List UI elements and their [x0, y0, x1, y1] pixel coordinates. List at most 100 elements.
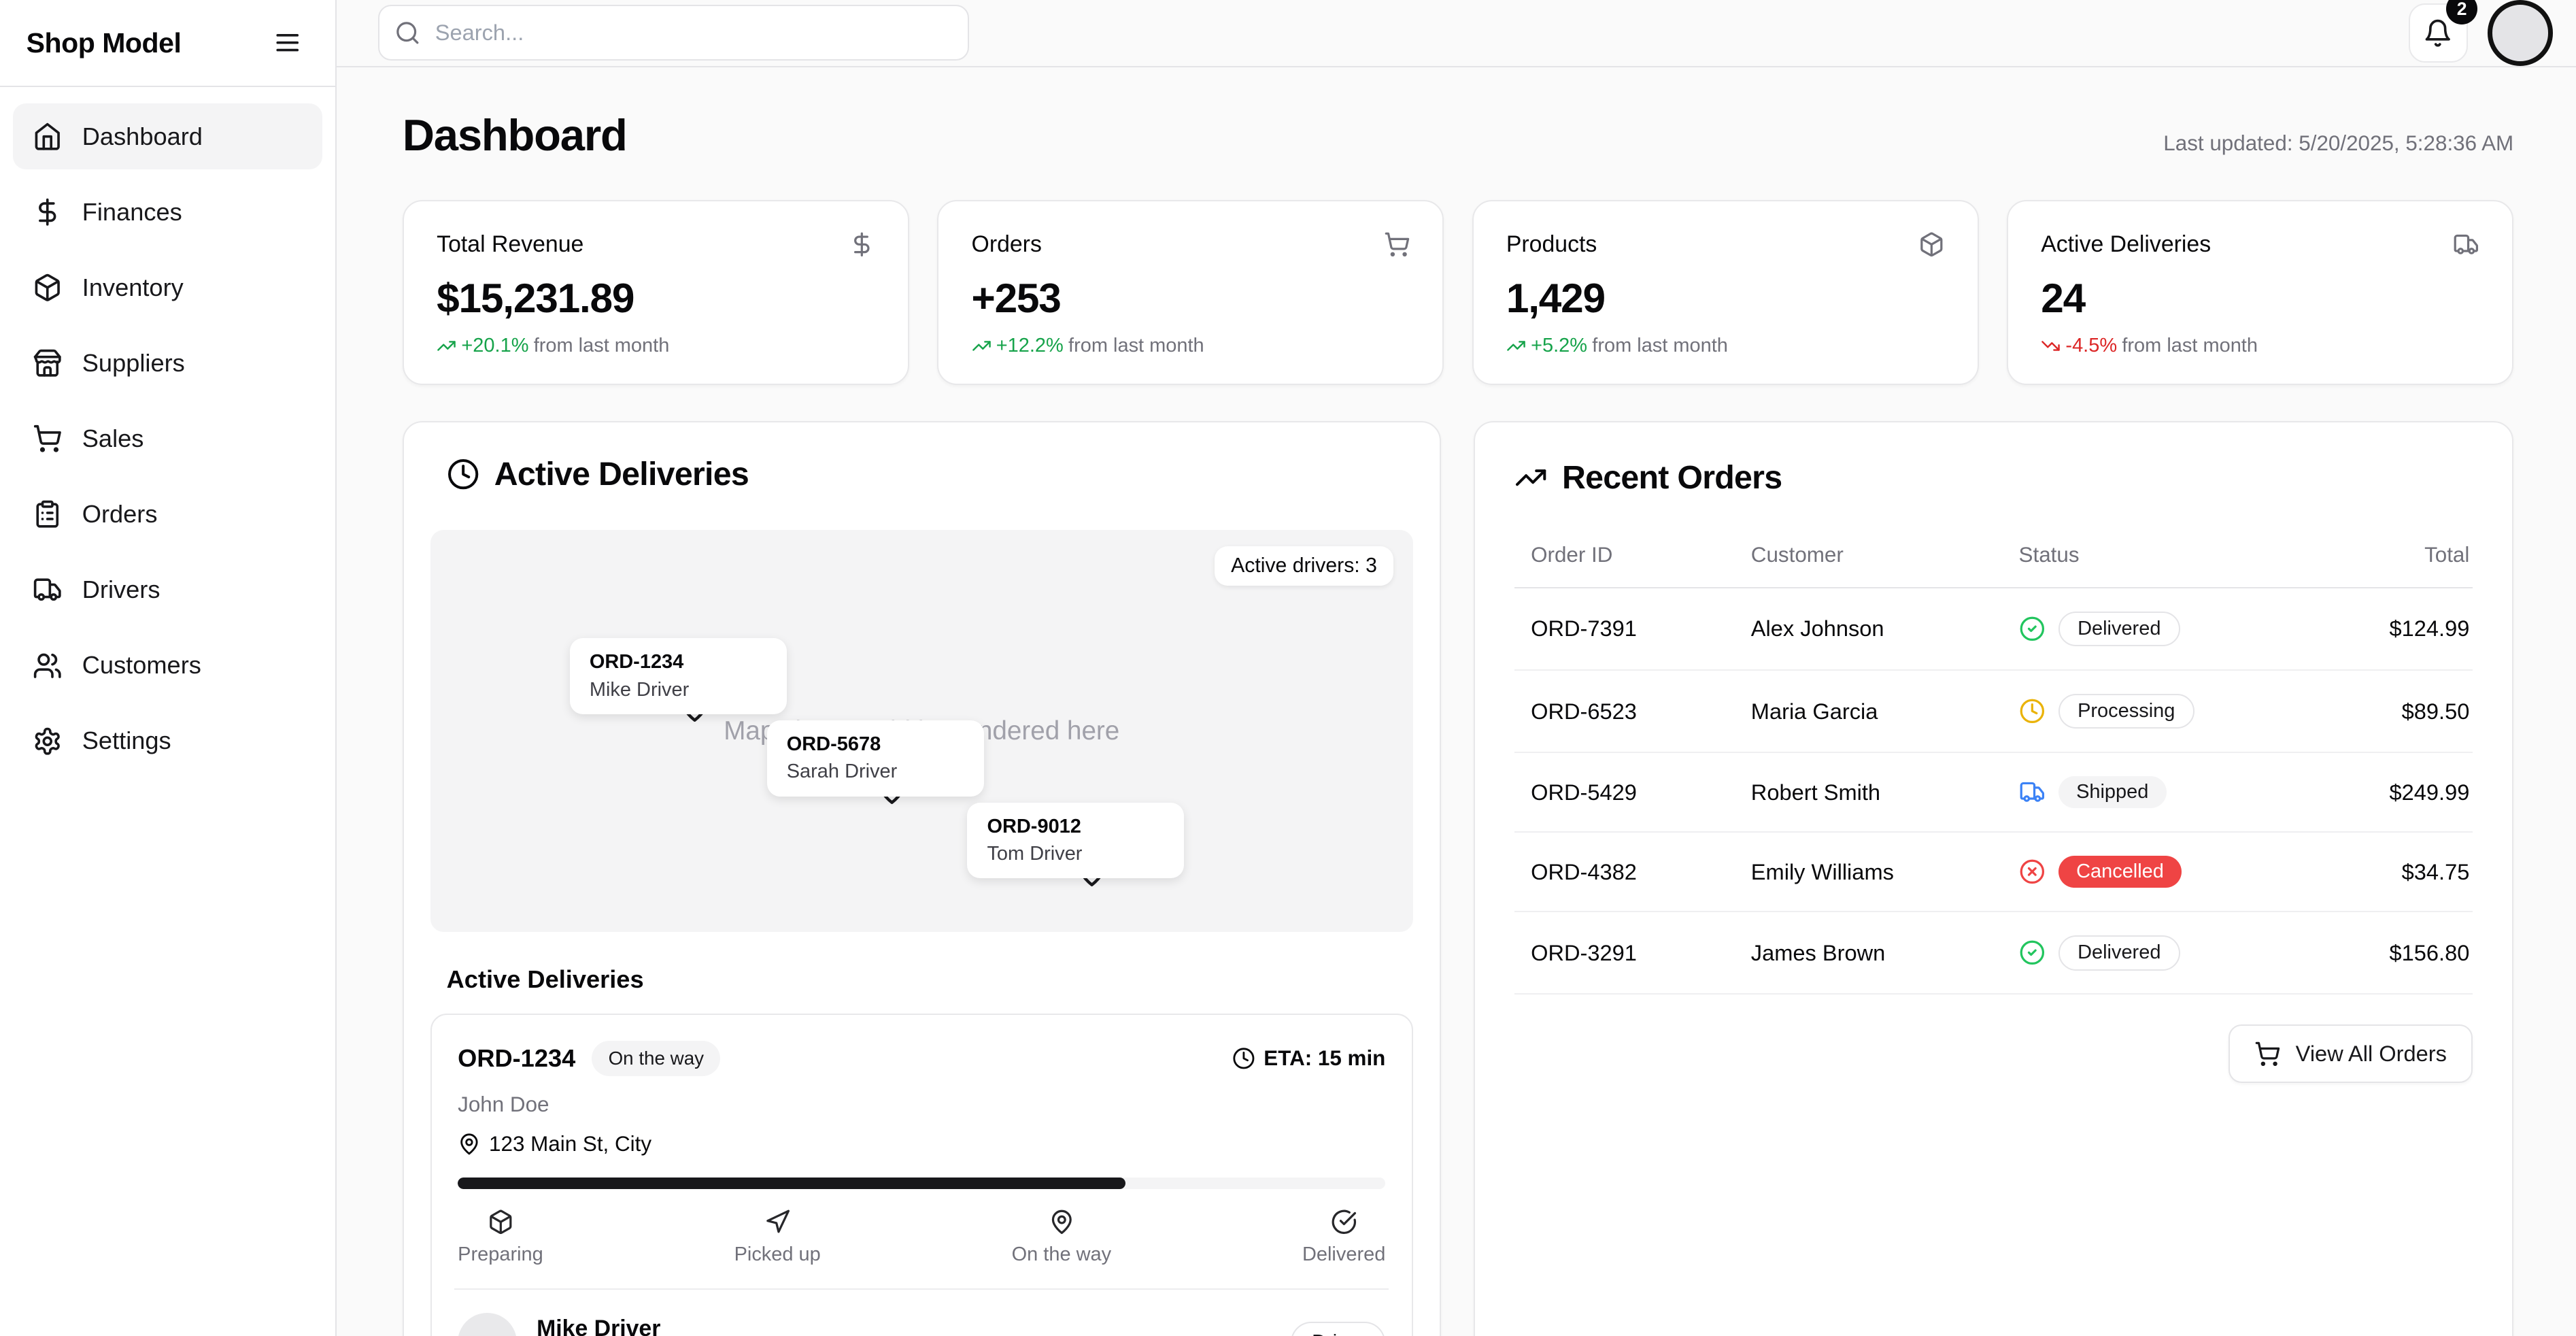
stat-change-suffix: from last month	[2122, 335, 2258, 357]
stat-card-products: Products 1,429 +5.2% from last month	[1472, 200, 1979, 385]
order-total: $34.75	[2401, 858, 2470, 884]
sidebar-item-label: Sales	[82, 424, 144, 452]
cart-icon	[1384, 231, 1410, 258]
sidebar-item-dashboard[interactable]: Dashboard	[13, 103, 322, 169]
order-row[interactable]: ORD-3291 James Brown Delivered $156.80	[1514, 912, 2473, 995]
sidebar-item-drivers[interactable]: Drivers	[13, 557, 322, 623]
marker-driver-name: Mike Driver	[589, 678, 690, 701]
sidebar-item-label: Suppliers	[82, 348, 185, 377]
order-row[interactable]: ORD-6523 Maria Garcia Processing $89.50	[1514, 671, 2473, 754]
sidebar-item-label: Customers	[82, 651, 201, 680]
sidebar-item-label: Inventory	[82, 273, 184, 301]
orders-table: Order ID Customer Status Total ORD-7391 …	[1514, 530, 2473, 995]
order-status-badge: Delivered	[2058, 611, 2180, 647]
sidebar-item-sales[interactable]: Sales	[13, 406, 322, 472]
stat-change: +5.2%	[1531, 335, 1588, 357]
sidebar-item-suppliers[interactable]: Suppliers	[13, 331, 322, 397]
app-brand: Shop Model	[26, 27, 182, 59]
step-delivered: Delivered	[1302, 1209, 1385, 1266]
sidebar-item-customers[interactable]: Customers	[13, 633, 322, 699]
delivery-map[interactable]: Map view would be rendered here Active d…	[430, 529, 1413, 933]
check-circle-icon	[1331, 1209, 1357, 1235]
recent-orders-panel: Recent Orders Order ID Customer Status T…	[1473, 421, 2514, 1336]
stat-cards-row: Total Revenue $15,231.89 +20.1% from las…	[402, 200, 2514, 385]
order-total: $249.99	[2389, 779, 2470, 805]
order-status-badge: Delivered	[2058, 935, 2180, 971]
sidebar-item-settings[interactable]: Settings	[13, 708, 322, 774]
order-total: $89.50	[2401, 698, 2470, 724]
order-row[interactable]: ORD-7391 Alex Johnson Delivered $124.99	[1514, 588, 2473, 671]
trending-down-icon	[2041, 336, 2061, 356]
order-total: $124.99	[2389, 616, 2470, 641]
sidebar: Shop Model Dashboard Finances Inventory	[0, 0, 337, 1336]
order-customer: Maria Garcia	[1750, 698, 1878, 724]
sidebar-header: Shop Model	[0, 0, 336, 88]
sidebar-item-finances[interactable]: Finances	[13, 179, 322, 245]
trending-up-icon	[972, 336, 992, 356]
clipboard-icon	[33, 499, 62, 529]
stat-change: -4.5%	[2065, 335, 2118, 357]
stat-card-orders: Orders +253 +12.2% from last month	[937, 200, 1444, 385]
map-marker-tooltip: ORD-1234 Mike Driver	[569, 638, 787, 714]
sidebar-item-label: Orders	[82, 500, 158, 529]
sidebar-item-orders[interactable]: Orders	[13, 482, 322, 548]
order-customer: James Brown	[1750, 939, 1886, 965]
dollar-icon	[33, 197, 62, 227]
column-header-order-id: Order ID	[1531, 542, 1613, 567]
marker-driver-name: Tom Driver	[987, 843, 1083, 865]
truck-icon	[33, 575, 62, 604]
marker-driver-name: Sarah Driver	[786, 761, 898, 783]
check-circle-icon	[2019, 616, 2046, 642]
sidebar-nav: Dashboard Finances Inventory Suppliers S…	[0, 87, 335, 790]
sidebar-item-inventory[interactable]: Inventory	[13, 254, 322, 320]
order-id: ORD-5429	[1531, 779, 1637, 805]
step-label: Delivered	[1302, 1243, 1386, 1265]
check-circle-icon	[2019, 939, 2046, 966]
order-row[interactable]: ORD-5429 Robert Smith Shipped $249.99	[1514, 753, 2473, 833]
trending-up-icon	[1514, 461, 1547, 494]
bell-icon	[2423, 18, 2452, 48]
package-icon	[33, 273, 62, 302]
order-id: ORD-6523	[1531, 698, 1637, 724]
stat-change-suffix: from last month	[1068, 335, 1204, 357]
delivery-progress-fill	[458, 1177, 1126, 1189]
search-icon	[394, 20, 421, 46]
step-picked-up: Picked up	[734, 1209, 821, 1266]
stat-value: $15,231.89	[437, 275, 634, 322]
column-header-customer: Customer	[1750, 542, 1844, 567]
stat-change: +12.2%	[996, 335, 1064, 357]
marker-order-id: ORD-1234	[589, 651, 684, 673]
sidebar-item-label: Drivers	[82, 575, 160, 604]
cart-icon	[33, 424, 62, 453]
topbar: 2	[337, 0, 2576, 67]
order-row[interactable]: ORD-4382 Emily Williams Cancelled $34.75	[1514, 833, 2473, 913]
delivery-steps: Preparing Picked up On the way	[458, 1209, 1385, 1266]
stat-label: Total Revenue	[437, 231, 584, 257]
driver-name: Mike Driver	[537, 1316, 661, 1336]
deliveries-list-title: Active Deliveries	[446, 965, 644, 993]
stat-label: Active Deliveries	[2041, 231, 2211, 257]
map-pin-icon	[458, 1133, 481, 1156]
view-all-orders-button[interactable]: View All Orders	[2228, 1024, 2473, 1083]
marker-order-id: ORD-9012	[987, 815, 1081, 837]
hamburger-menu-icon	[273, 28, 302, 57]
page-title: Dashboard	[402, 110, 628, 161]
delivery-card[interactable]: ORD-1234 On the way ETA: 15 min John Doe	[430, 1013, 1413, 1336]
driver-role-badge: Driver	[1291, 1322, 1386, 1336]
marker-order-id: ORD-5678	[786, 733, 881, 756]
hamburger-menu-button[interactable]	[267, 22, 309, 65]
step-label: Preparing	[458, 1243, 543, 1265]
stat-card-total-revenue: Total Revenue $15,231.89 +20.1% from las…	[402, 200, 910, 385]
recent-orders-title: Recent Orders	[1514, 458, 2473, 497]
gear-icon	[33, 727, 62, 756]
delivery-status-badge: On the way	[592, 1041, 721, 1076]
order-status-badge: Shipped	[2058, 775, 2167, 809]
cart-icon	[2254, 1041, 2281, 1067]
user-avatar[interactable]	[2487, 0, 2554, 66]
main-area: 2 Dashboard Last updated: 5/20/2025, 5:2…	[337, 0, 2576, 1336]
step-label: On the way	[1011, 1243, 1112, 1265]
trending-up-icon	[1506, 336, 1526, 356]
navigation-icon	[764, 1209, 791, 1235]
search-input[interactable]	[377, 5, 970, 61]
stat-value: +253	[971, 275, 1062, 322]
